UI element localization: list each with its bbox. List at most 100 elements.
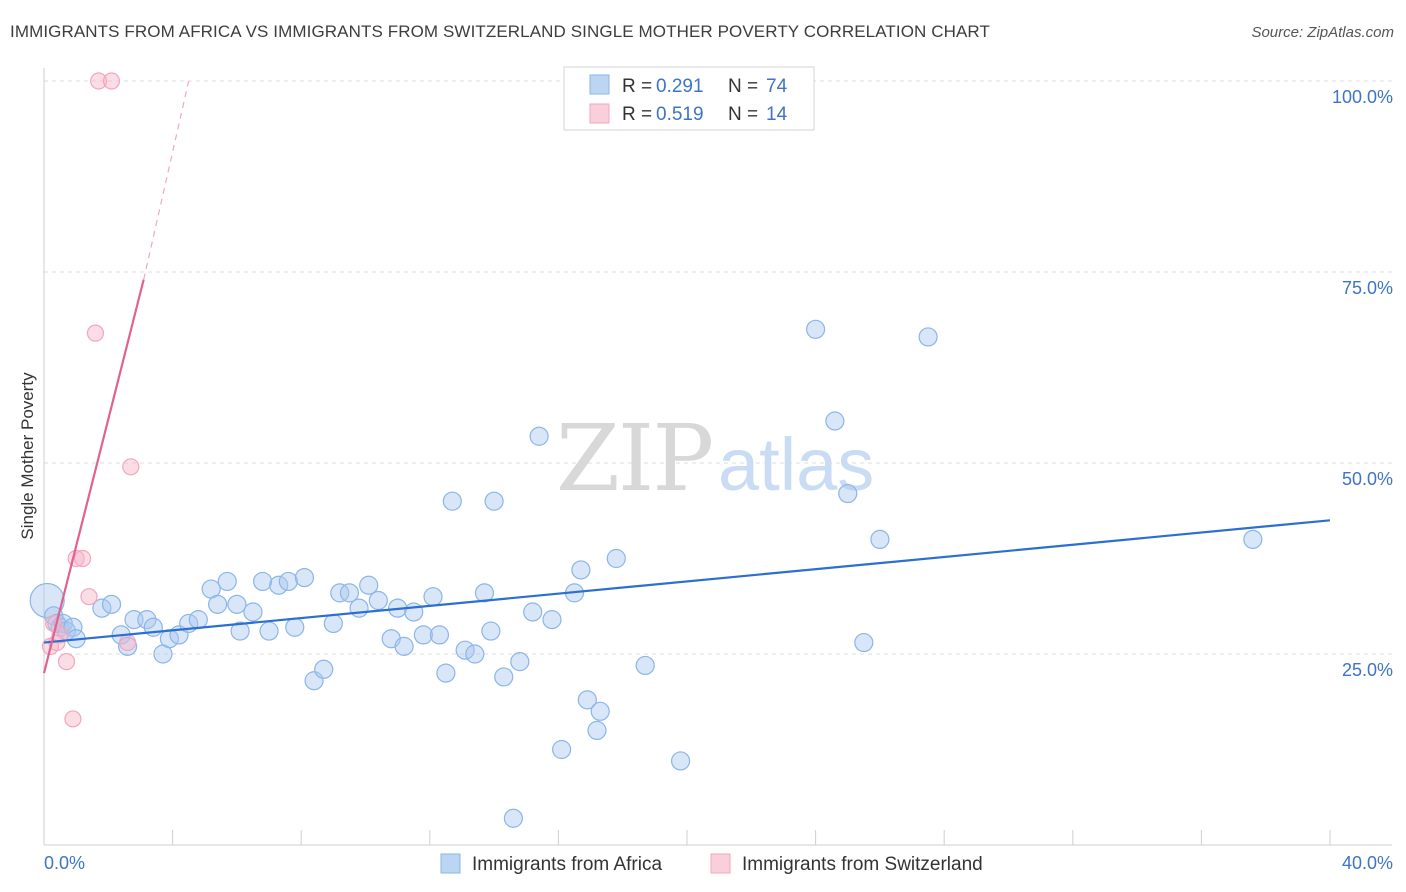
point-switzerland [86, 324, 105, 342]
point-africa [510, 652, 530, 672]
legend-r-value-africa: 0.291 [656, 76, 704, 97]
point-switzerland [80, 588, 98, 606]
legend-swatch-africa [589, 74, 610, 95]
x-tick-label-max: 40.0% [1342, 853, 1393, 873]
trendline-africa [43, 519, 1331, 644]
point-africa [330, 583, 350, 603]
point-africa [635, 655, 655, 676]
legend-n-value-africa: 74 [766, 76, 788, 97]
chart-title: IMMIGRANTS FROM AFRICA VS IMMIGRANTS FRO… [10, 22, 990, 41]
bottom-legend-swatch-switzerland [710, 853, 731, 874]
source-credit: Source: ZipAtlas.com [1251, 24, 1394, 41]
watermark-atlas: atlas [718, 423, 874, 506]
point-africa [587, 720, 607, 741]
point-switzerland [57, 653, 76, 671]
legend-r-label-africa: R = [622, 76, 652, 97]
point-africa [670, 751, 691, 771]
x-tick-labels: 0.0% 40.0% [44, 853, 1393, 873]
point-switzerland [64, 710, 82, 728]
point-africa [442, 491, 462, 511]
point-africa [918, 327, 938, 347]
point-africa [404, 602, 424, 622]
point-africa [314, 659, 334, 679]
point-africa [117, 636, 138, 656]
legend-n-value-switzerland: 14 [766, 104, 788, 125]
point-switzerland [118, 633, 137, 652]
point-africa [217, 571, 237, 592]
bottom-legend: Immigrants from Africa Immigrants from S… [440, 853, 983, 875]
point-africa [269, 575, 289, 595]
point-africa [208, 594, 228, 614]
legend-n-label-africa: N = [728, 76, 758, 97]
point-africa [294, 567, 315, 588]
y-axis-label: Single Mother Poverty [18, 372, 37, 540]
point-africa [854, 632, 874, 653]
point-africa [349, 598, 369, 618]
point-africa [606, 548, 626, 569]
point-switzerland [45, 614, 63, 633]
y-tick-label-100: 100.0% [1332, 87, 1393, 107]
point-africa [465, 644, 485, 664]
point-africa [101, 594, 122, 614]
point-africa [368, 590, 388, 611]
point-africa [137, 610, 157, 630]
legend-n-label-switzerland: N = [728, 104, 758, 125]
series-africa [29, 319, 1263, 828]
point-africa [423, 587, 443, 607]
point-switzerland [73, 549, 92, 568]
point-africa [577, 690, 597, 710]
bottom-legend-swatch-africa [440, 853, 461, 874]
point-africa [285, 617, 305, 637]
bottom-legend-switzerland: Immigrants from Switzerland [742, 854, 983, 875]
legend-swatch-switzerland [589, 103, 610, 124]
trendlines [42, 80, 1331, 674]
point-africa [825, 411, 845, 431]
trendline-switzerland [42, 279, 145, 674]
point-africa [503, 808, 523, 828]
point-africa [838, 483, 858, 504]
watermark-zip: ZIP [556, 405, 712, 512]
point-africa [552, 739, 572, 760]
point-africa [92, 598, 112, 618]
point-africa [529, 426, 549, 446]
point-africa [870, 529, 890, 550]
point-switzerland [122, 458, 140, 476]
y-tick-label-25: 25.0% [1342, 660, 1393, 680]
legend-r-label-switzerland: R = [622, 104, 652, 125]
point-africa [323, 613, 343, 634]
point-africa [259, 621, 279, 641]
watermark: ZIP atlas [556, 405, 874, 512]
legend-r-value-switzerland: 0.519 [656, 104, 704, 125]
gridlines [44, 80, 1392, 655]
point-africa [542, 610, 562, 630]
point-africa [523, 602, 543, 622]
axes [43, 68, 1392, 846]
legend-box: R = 0.291 N = 74 R = 0.519 N = 14 [563, 66, 815, 131]
point-africa [413, 625, 433, 645]
point-africa [805, 319, 826, 339]
point-africa [436, 663, 456, 683]
point-africa [429, 625, 450, 645]
point-africa [230, 621, 250, 641]
bottom-legend-africa: Immigrants from Africa [472, 854, 662, 875]
point-africa [481, 621, 501, 641]
point-africa [455, 640, 475, 660]
point-africa [484, 491, 504, 511]
point-switzerland [102, 72, 121, 90]
point-africa [188, 610, 208, 630]
point-africa [474, 583, 495, 603]
y-tick-label-75: 75.0% [1342, 278, 1393, 298]
x-tick-label-min: 0.0% [44, 853, 85, 873]
point-africa [394, 636, 414, 656]
point-africa [590, 701, 610, 721]
point-africa [278, 571, 298, 592]
point-africa [29, 582, 65, 619]
point-africa [494, 667, 514, 687]
point-africa [359, 575, 379, 595]
point-africa [243, 602, 263, 622]
y-tick-label-50: 50.0% [1342, 469, 1393, 489]
point-switzerland [90, 72, 108, 90]
trendline-switzerland-extension [143, 80, 190, 280]
y-tick-labels: 25.0% 50.0% 75.0% 100.0% [1332, 87, 1393, 680]
